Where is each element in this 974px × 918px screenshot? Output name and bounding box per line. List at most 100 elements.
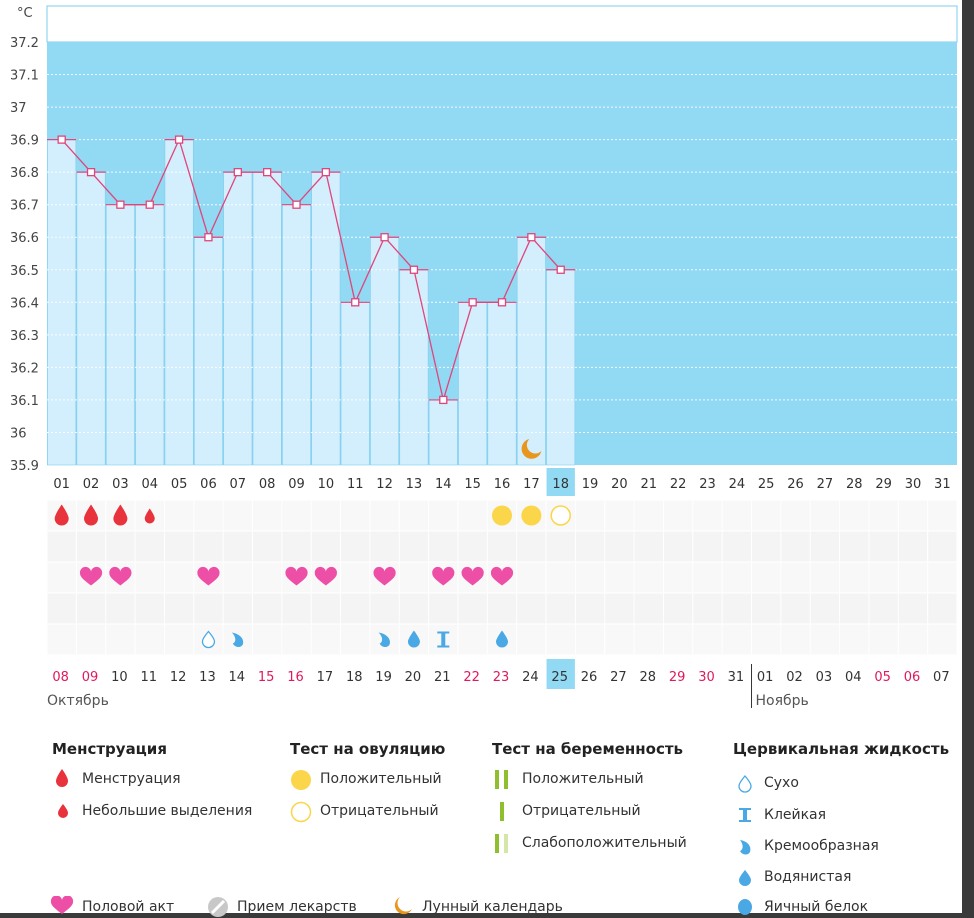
marker-cell xyxy=(781,624,810,655)
marker-cell xyxy=(311,624,341,655)
marker-cell xyxy=(605,593,634,624)
cycle-day-label: 21 xyxy=(641,477,658,492)
marker-cell xyxy=(840,593,869,624)
marker-cell xyxy=(869,624,898,655)
calendar-date-label: 16 xyxy=(287,670,304,685)
temperature-point xyxy=(497,298,507,307)
pregnancy-negative-icon xyxy=(500,802,504,821)
temperature-point xyxy=(439,395,448,405)
marker-cell xyxy=(399,531,429,562)
marker-cell xyxy=(575,624,605,655)
cycle-day-label: 10 xyxy=(318,477,335,492)
cycle-day-label: 07 xyxy=(230,477,247,492)
marker-cell xyxy=(76,531,106,562)
cycle-day-label: 16 xyxy=(494,477,511,492)
temperature-point xyxy=(380,233,389,242)
marker-cell xyxy=(106,593,135,624)
marker-cell xyxy=(605,624,634,655)
cycle-day-label: 29 xyxy=(875,477,892,492)
marker-cell xyxy=(370,593,399,624)
marker-cell xyxy=(546,593,575,624)
marker-cell xyxy=(487,531,517,562)
calendar-date-label: 05 xyxy=(874,670,891,685)
cycle-day-label: 05 xyxy=(171,477,188,492)
cycle-day-label: 14 xyxy=(435,477,452,492)
marker-cell xyxy=(282,500,311,531)
marker-cell xyxy=(898,500,928,531)
cycle-day-label: 27 xyxy=(817,477,834,492)
marker-cell xyxy=(752,531,781,562)
marker-cell xyxy=(663,624,693,655)
marker-cell xyxy=(282,531,311,562)
menstruation-drop-icon xyxy=(56,769,68,787)
marker-cell xyxy=(194,593,223,624)
marker-cell xyxy=(634,624,663,655)
marker-cell xyxy=(810,500,840,531)
cycle-day-label: 25 xyxy=(758,477,775,492)
marker-cell xyxy=(546,624,575,655)
cycle-day-label: 22 xyxy=(670,477,687,492)
legend-cervical-watery: Водянистая xyxy=(764,869,852,885)
menstruation-drop-icon xyxy=(113,504,128,526)
cycle-day-label: 26 xyxy=(787,477,804,492)
heart-icon xyxy=(461,566,484,586)
temperature-point xyxy=(292,200,301,209)
cycle-day-label: 02 xyxy=(83,477,100,492)
marker-cell xyxy=(840,624,869,655)
calendar-date-label: 25 xyxy=(551,670,568,685)
plot-top-area xyxy=(46,5,958,43)
legend-cervical-sticky: Клейкая xyxy=(764,807,827,823)
cycle-day-label: 15 xyxy=(464,477,481,492)
legend-cervical-egg-white: Яичный белок xyxy=(764,899,869,915)
marker-cell xyxy=(634,531,663,562)
cycle-day-label: 23 xyxy=(699,477,716,492)
cycle-day-label: 11 xyxy=(347,477,364,492)
pregnancy-weak-positive-icon xyxy=(495,834,508,853)
today-highlight xyxy=(546,659,575,689)
marker-cell xyxy=(106,531,135,562)
marker-cell xyxy=(458,624,487,655)
cycle-day-label: 03 xyxy=(112,477,129,492)
marker-cell xyxy=(106,624,135,655)
temperature-bar xyxy=(370,236,400,466)
heart-icon xyxy=(285,566,308,586)
cycle-day-label: 30 xyxy=(905,477,922,492)
moon-icon xyxy=(521,439,542,459)
marker-cell xyxy=(575,500,605,531)
marker-cell xyxy=(399,593,429,624)
marker-cell xyxy=(517,624,546,655)
marker-cell xyxy=(869,500,898,531)
marker-cell xyxy=(752,500,781,531)
temperature-point xyxy=(351,298,360,307)
marker-cell xyxy=(370,500,399,531)
marker-cell xyxy=(135,624,164,655)
calendar-date-label: 07 xyxy=(933,670,950,685)
legend-ovulation-positive: Положительный xyxy=(320,771,442,787)
calendar-date-label: 01 xyxy=(757,670,774,685)
y-tick-label: 36 xyxy=(10,426,27,441)
marker-cell xyxy=(517,593,546,624)
y-tick-label: 37.2 xyxy=(10,36,39,51)
y-tick-label: 36.2 xyxy=(10,361,39,376)
temperature-point xyxy=(174,135,184,144)
marker-cell xyxy=(252,531,282,562)
legend-cervical-dry: Сухо xyxy=(764,775,799,791)
temperature-bar xyxy=(487,302,517,466)
calendar-date-label: 11 xyxy=(140,670,157,685)
temperature-bar xyxy=(516,236,546,466)
temperature-point xyxy=(86,168,96,177)
marker-cell xyxy=(752,562,781,593)
calendar-date-label: 31 xyxy=(728,670,745,685)
cervical-watery-icon xyxy=(496,630,508,648)
legend-ovulation-title: Тест на овуляцию xyxy=(290,740,446,758)
marker-cell xyxy=(458,593,487,624)
y-tick-label: 36.5 xyxy=(10,264,39,279)
calendar-date-label: 09 xyxy=(82,670,99,685)
marker-cell xyxy=(693,531,722,562)
marker-cell xyxy=(341,500,370,531)
marker-cell xyxy=(810,593,840,624)
marker-cell xyxy=(429,531,458,562)
cycle-day-label: 18 xyxy=(552,477,569,492)
ovulation-negative-icon xyxy=(290,801,312,823)
